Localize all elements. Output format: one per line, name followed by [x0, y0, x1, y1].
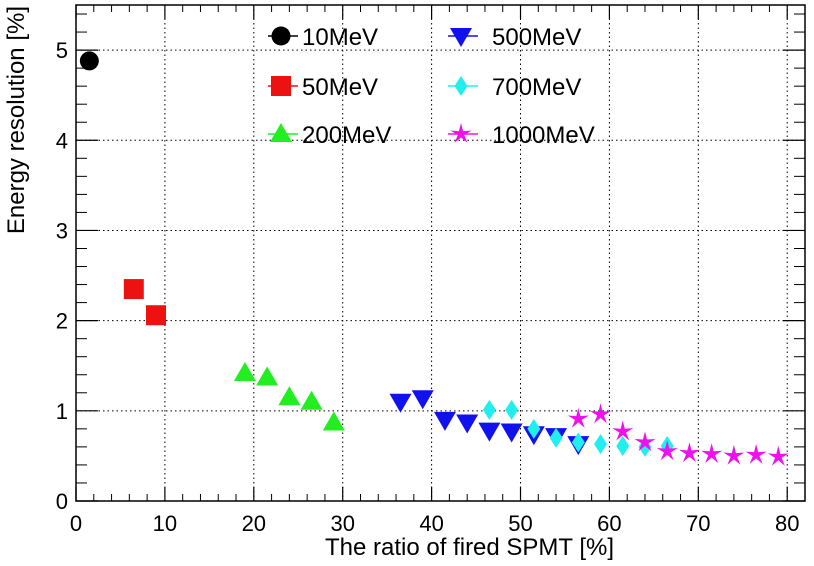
- data-point: [634, 431, 656, 452]
- legend-label: 50MeV: [302, 74, 378, 101]
- data-point: [567, 407, 589, 428]
- data-point: [389, 393, 412, 413]
- data-point: [745, 444, 767, 464]
- x-axis-title: The ratio of fired SPMT [%]: [325, 534, 614, 561]
- legend-marker: [270, 123, 292, 142]
- data-point: [656, 440, 678, 461]
- data-points: [79, 51, 789, 466]
- legend-label: 1000MeV: [492, 122, 595, 149]
- data-point: [701, 443, 723, 463]
- data-point: [478, 422, 501, 442]
- grid: [76, 5, 805, 501]
- y-tick-label: 1: [56, 399, 68, 424]
- data-point: [322, 411, 345, 431]
- legend-label: 200MeV: [302, 122, 391, 149]
- x-tick-labels: 0 10 20 30 40 50 60 70 80: [70, 511, 800, 536]
- legend-entry: 500MeV: [448, 24, 581, 51]
- x-tick-label: 70: [686, 511, 710, 536]
- y-tick-label: 3: [56, 218, 68, 243]
- x-tick-label: 10: [153, 511, 177, 536]
- y-tick-label: 2: [56, 309, 68, 334]
- legend-entry: 50MeV: [268, 74, 378, 101]
- data-point: [233, 361, 256, 381]
- data-point: [612, 420, 634, 441]
- x-tick-label: 60: [597, 511, 621, 536]
- x-tick-label: 80: [775, 511, 799, 536]
- data-point: [433, 411, 456, 431]
- legend-entry: 700MeV: [448, 74, 581, 101]
- y-tick-labels: 0 1 2 3 4 5: [56, 38, 68, 514]
- data-point: [678, 442, 700, 463]
- data-point: [505, 399, 519, 420]
- data-point: [456, 414, 479, 434]
- series-10MeV: [79, 51, 99, 71]
- data-point: [256, 366, 279, 386]
- data-point: [146, 305, 167, 326]
- legend-label: 500MeV: [492, 24, 581, 51]
- x-tick-label: 50: [508, 511, 532, 536]
- data-point: [590, 403, 611, 424]
- legend-marker: [271, 26, 291, 46]
- data-point: [723, 444, 745, 465]
- x-tick-label: 30: [330, 511, 354, 536]
- series-50MeV: [123, 279, 167, 326]
- legend-entry: 200MeV: [268, 122, 391, 149]
- legend-entry: 1000MeV: [448, 122, 595, 149]
- data-point: [79, 51, 99, 71]
- data-point: [594, 434, 608, 455]
- y-tick-label: 5: [56, 38, 68, 63]
- legend-marker: [454, 76, 468, 96]
- data-point: [482, 399, 496, 420]
- data-point: [500, 423, 523, 443]
- x-tick-label: 20: [242, 511, 266, 536]
- data-point: [300, 390, 323, 410]
- legend-marker: [450, 123, 472, 143]
- y-tick-label: 0: [56, 489, 68, 514]
- data-point: [571, 432, 585, 453]
- data-point: [278, 386, 301, 406]
- data-point: [616, 435, 630, 456]
- legend-marker: [450, 28, 472, 47]
- ticks: [75, 5, 805, 502]
- data-point: [411, 390, 434, 410]
- series-1000MeV: [567, 403, 789, 466]
- data-point: [527, 418, 541, 439]
- data-point: [549, 427, 563, 448]
- data-point: [123, 279, 144, 300]
- y-tick-label: 4: [56, 128, 68, 153]
- x-tick-label: 40: [419, 511, 443, 536]
- data-point: [767, 445, 789, 466]
- plot-frame: [75, 4, 806, 502]
- x-tick-label: 0: [70, 511, 82, 536]
- legend-label: 10MeV: [302, 24, 378, 51]
- legend: 10MeV 50MeV 200MeV 500MeV 700MeV 1000MeV: [268, 24, 595, 149]
- legend-entry: 10MeV: [268, 24, 378, 51]
- legend-marker: [271, 76, 291, 96]
- y-axis-title: Energy resolution [%]: [3, 6, 30, 234]
- series-200MeV: [233, 361, 345, 431]
- legend-label: 700MeV: [492, 74, 581, 101]
